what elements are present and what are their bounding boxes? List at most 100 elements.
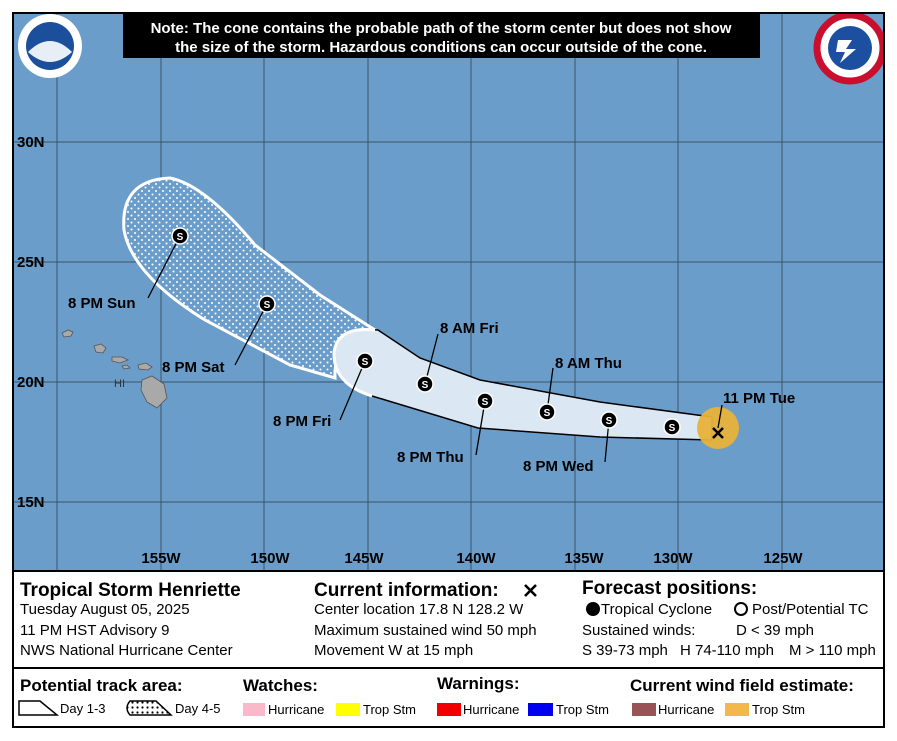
leader-line	[475, 400, 486, 456]
point-symbol: S	[482, 397, 489, 408]
legend-label: Trop Stm	[752, 702, 805, 717]
wind-hurricane-swatch	[632, 703, 656, 716]
islands	[61, 329, 168, 409]
forecast-heading: Forecast positions:	[582, 578, 757, 599]
logo-center	[828, 26, 872, 70]
warn-hurricane-swatch	[437, 703, 461, 716]
forecast-label: 8 AM Thu	[555, 355, 622, 372]
wind-tropstm-swatch	[725, 703, 749, 716]
current-line: Movement W at 15 mph	[314, 642, 473, 659]
forecast-point	[171, 227, 189, 245]
current-heading: Current information:	[314, 580, 499, 601]
forecast-label: 8 PM Sat	[162, 359, 225, 376]
legend-label: Hurricane	[463, 702, 519, 717]
lat-label: 30N	[17, 134, 45, 151]
island	[121, 364, 131, 370]
note-line: Note: The cone contains the probable pat…	[151, 20, 732, 37]
island	[111, 356, 129, 364]
storm-date: Tuesday August 05, 2025	[20, 601, 190, 618]
note-box	[123, 14, 760, 58]
lon-label: 135W	[564, 550, 604, 567]
legend-label: Hurricane	[658, 702, 714, 717]
island-label: HI	[114, 378, 125, 390]
point-symbol: S	[544, 408, 551, 419]
lon-label: 125W	[763, 550, 803, 567]
lat-label: 15N	[17, 494, 45, 511]
note-line: the size of the storm. Hazardous conditi…	[175, 39, 707, 56]
legend-label: Trop Stm	[556, 702, 609, 717]
lon-label: 145W	[344, 550, 384, 567]
forecast-label: 11 PM Tue	[723, 390, 795, 407]
leader-line	[339, 360, 366, 421]
ocean	[13, 13, 884, 570]
day45-swatch	[126, 700, 173, 716]
legend-heading: Warnings:	[437, 674, 519, 693]
wind-class: M > 110 mph	[789, 642, 876, 659]
point-symbol: S	[606, 416, 613, 427]
lon-label: 155W	[141, 550, 181, 567]
forecast-label: 8 PM Fri	[273, 413, 331, 430]
legend-label: Day 4-5	[175, 701, 221, 716]
point-symbol: S	[177, 232, 184, 243]
wind-class: S 39-73 mph	[582, 642, 668, 659]
storm-center: NWS National Hurricane Center	[20, 642, 233, 659]
island	[93, 343, 107, 354]
day13-swatch	[18, 700, 60, 716]
logo-bolt	[836, 40, 856, 63]
leader-line	[717, 404, 723, 429]
wind-class: D < 39 mph	[736, 622, 814, 639]
current-position	[712, 427, 724, 439]
island	[140, 375, 168, 409]
legend-label: Day 1-3	[60, 701, 106, 716]
lon-label: 130W	[653, 550, 693, 567]
lat-label: 25N	[17, 254, 45, 271]
current-line: Center location 17.8 N 128.2 W	[314, 601, 524, 618]
lon-label: 150W	[250, 550, 290, 567]
noaa-logo	[18, 14, 82, 78]
island	[61, 329, 74, 338]
forecast-points: S S S S S S S S	[171, 227, 681, 436]
lat-label: 20N	[17, 374, 45, 391]
storm-title: Tropical Storm Henriette	[20, 580, 241, 601]
point-symbol: S	[264, 300, 271, 311]
forecast-point	[416, 375, 434, 393]
legend-label: Hurricane	[268, 702, 324, 717]
legend-heading: Watches:	[243, 676, 318, 695]
forecast-label: 8 PM Sun	[68, 295, 136, 312]
forecast-point	[476, 392, 494, 410]
point-symbol: S	[422, 380, 429, 391]
post-label: Post/Potential TC	[752, 601, 869, 618]
forecast-label: 8 PM Thu	[397, 449, 464, 466]
cone-day-4-5	[122, 176, 379, 381]
winds-label: Sustained winds:	[582, 622, 695, 639]
point-symbol: S	[669, 423, 676, 434]
watch-tropstm-swatch	[336, 703, 360, 716]
legend-label: Trop Stm	[363, 702, 416, 717]
forecast-point	[356, 352, 374, 370]
watch-hurricane-swatch	[243, 703, 265, 716]
nws-logo	[813, 13, 884, 85]
island	[137, 362, 153, 371]
forecast-point	[663, 418, 681, 436]
forecast-label: 8 AM Fri	[440, 320, 499, 337]
current-symbol	[524, 584, 537, 597]
storm-advisory: 11 PM HST Advisory 9	[20, 622, 170, 639]
post-symbol	[734, 602, 748, 616]
tropical-label: Tropical Cyclone	[601, 601, 712, 618]
forecast-point	[600, 411, 618, 429]
forecast-point	[538, 403, 556, 421]
logo-wave	[28, 41, 72, 62]
current-line: Maximum sustained wind 50 mph	[314, 622, 537, 639]
lon-label: 140W	[456, 550, 496, 567]
legend-heading: Potential track area:	[20, 676, 183, 695]
forecast-label: 8 PM Wed	[523, 458, 594, 475]
map: HI S S S S S	[13, 13, 884, 570]
forecast-point	[258, 295, 276, 313]
tropical-symbol	[586, 602, 600, 616]
point-symbol: S	[362, 357, 369, 368]
legend-heading: Current wind field estimate:	[630, 676, 854, 695]
leader-line	[234, 303, 268, 366]
wind-class: H 74-110 mph	[680, 642, 774, 659]
warn-tropstm-swatch	[528, 703, 553, 716]
